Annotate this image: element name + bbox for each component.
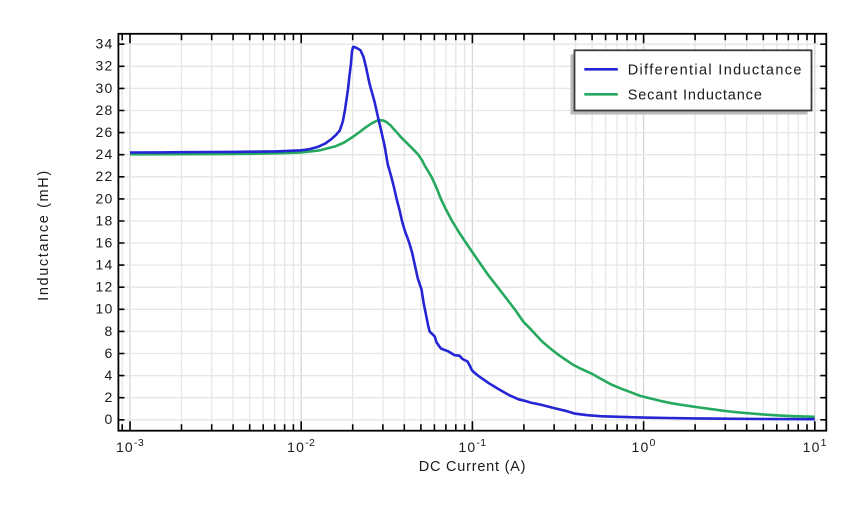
svg-text:18: 18 (96, 212, 114, 228)
svg-text:16: 16 (96, 234, 114, 250)
svg-text:32: 32 (96, 58, 114, 74)
svg-text:28: 28 (96, 102, 114, 118)
svg-text:14: 14 (96, 257, 114, 273)
svg-text:22: 22 (96, 168, 114, 184)
svg-text:12: 12 (96, 279, 114, 295)
svg-text:20: 20 (96, 190, 114, 206)
svg-text:34: 34 (96, 36, 114, 52)
svg-text:Differential Inductance: Differential Inductance (628, 63, 803, 79)
svg-text:24: 24 (96, 146, 114, 162)
svg-text:26: 26 (96, 124, 114, 140)
svg-text:8: 8 (105, 323, 114, 339)
svg-text:100: 100 (631, 437, 655, 455)
svg-text:4: 4 (105, 367, 114, 383)
svg-text:30: 30 (96, 80, 114, 96)
svg-text:Inductance (mH): Inductance (mH) (36, 169, 52, 301)
svg-text:2: 2 (105, 389, 114, 405)
svg-text:Secant Inductance: Secant Inductance (628, 88, 763, 104)
svg-text:6: 6 (105, 345, 114, 361)
svg-text:10: 10 (96, 301, 114, 317)
svg-text:0: 0 (105, 411, 114, 427)
svg-text:101: 101 (803, 437, 827, 455)
svg-text:DC Current (A): DC Current (A) (419, 459, 526, 475)
